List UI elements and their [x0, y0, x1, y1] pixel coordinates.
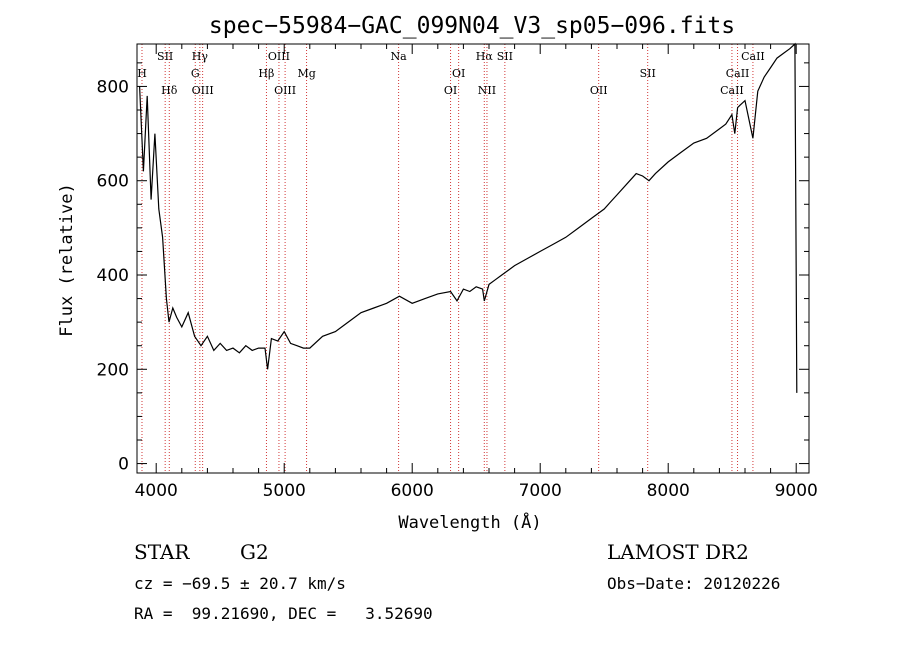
- line-marker-label: G: [191, 67, 200, 80]
- line-marker-label: Hδ: [161, 84, 178, 97]
- line-marker-label: OII: [590, 84, 608, 97]
- line-marker-label: OI: [452, 67, 465, 80]
- y-axis-label: Flux (relative): [57, 183, 77, 337]
- y-tick-label: 400: [97, 266, 129, 286]
- y-tick-label: 600: [97, 172, 129, 192]
- obs-date-line: Obs−Date: 20120226: [607, 574, 781, 593]
- line-marker-label: Hα: [476, 50, 494, 63]
- line-marker-label: NII: [478, 84, 496, 97]
- line-marker-label: OI: [444, 84, 457, 97]
- line-marker-label: CaII: [720, 84, 744, 97]
- line-marker-label: OIII: [268, 50, 290, 63]
- line-marker-label: CaII: [726, 67, 750, 80]
- survey-name: LAMOST DR2: [607, 540, 749, 564]
- x-axis-label: Wavelength (Å): [398, 511, 541, 533]
- line-marker-label: Na: [391, 50, 408, 63]
- line-marker-label: Hγ: [192, 50, 209, 63]
- x-tick-label: 4000: [135, 481, 178, 501]
- y-tick-label: 0: [118, 455, 129, 475]
- object-class: STAR: [134, 540, 190, 564]
- x-tick-label: 5000: [263, 481, 306, 501]
- y-tick-label: 200: [97, 360, 129, 380]
- line-marker-label: OIII: [274, 84, 296, 97]
- coords-line: RA = 99.21690, DEC = 3.52690: [134, 604, 433, 623]
- x-tick-label: 7000: [519, 481, 562, 501]
- plot-frame: [136, 43, 810, 474]
- line-marker-label: OIII: [192, 84, 214, 97]
- line-marker-label: Mg: [297, 67, 315, 80]
- line-marker-label: SII: [157, 50, 173, 63]
- x-tick-label: 9000: [775, 481, 818, 501]
- axis-ticks: 4000 5000 6000 7000 8000 9000 0 200 400 600 800: [97, 44, 818, 501]
- line-marker-label: H: [137, 67, 147, 80]
- y-tick-label: 800: [97, 77, 129, 97]
- subclass: G2: [240, 540, 269, 564]
- redshift-line: cz = −69.5 ± 20.7 km/s: [134, 574, 346, 593]
- line-markers: HSIIHδHγGOIIIOIIIHβOIIIMgNaOIOIHαNIISIIO…: [137, 44, 765, 473]
- line-marker-label: Hβ: [258, 67, 274, 80]
- spectrum-line: [139, 42, 798, 393]
- line-marker-label: SII: [640, 67, 656, 80]
- line-marker-label: CaII: [741, 50, 765, 63]
- chart-title: spec−55984−GAC_099N04_V3_sp05−096.fits: [209, 13, 735, 39]
- x-tick-label: 6000: [391, 481, 434, 501]
- line-marker-label: SII: [497, 50, 513, 63]
- x-tick-label: 8000: [647, 481, 690, 501]
